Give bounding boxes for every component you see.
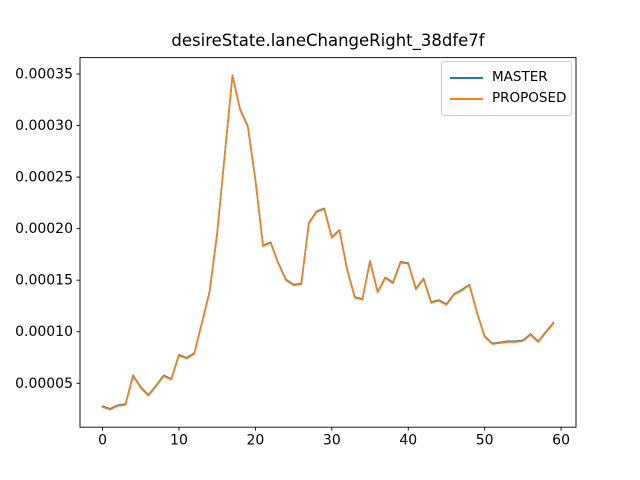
x-tick-label: 60 [552,433,570,449]
legend-label-proposed: PROPOSED [492,89,567,106]
y-tick-label: 0.00025 [15,170,73,186]
master-line [101,74,555,410]
legend-item-proposed: PROPOSED [450,88,567,109]
x-tick-label: 40 [399,433,417,449]
chart-title: desireState.laneChangeRight_38dfe7f [171,31,485,50]
y-tick-label: 0.00030 [15,118,73,134]
legend: MASTER PROPOSED [441,61,572,116]
y-tick-label: 0.00010 [15,324,73,340]
y-tick-label: 0.00035 [15,66,73,82]
master-line-swatch [450,76,483,79]
x-tick-label: 0 [98,433,107,449]
proposed-line-swatch [450,97,483,100]
x-tick-label: 10 [170,433,188,449]
proposed-line [101,75,555,411]
x-tick-label: 30 [323,433,341,449]
legend-item-master: MASTER [450,67,563,88]
axes-spines [79,57,577,428]
y-tick-label: 0.00005 [15,376,73,392]
x-tick-label: 20 [246,433,264,449]
legend-label-master: MASTER [492,68,548,85]
x-tick-label: 50 [476,433,494,449]
y-tick-label: 0.00020 [15,221,73,237]
y-tick-label: 0.00015 [15,273,73,289]
